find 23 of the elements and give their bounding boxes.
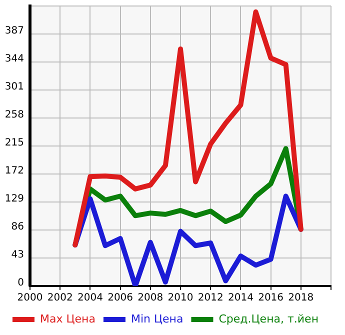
- x-tick-label: 2016: [258, 292, 284, 304]
- y-tick-label: 301: [4, 82, 24, 93]
- legend-label: Сред.Цена, т.йен: [218, 312, 319, 326]
- y-tick-label: 43: [11, 250, 24, 261]
- x-tick-label: 2012: [198, 292, 224, 304]
- legend-label: Max Цена: [40, 312, 96, 326]
- y-tick-label: 172: [4, 166, 24, 177]
- x-tick-label: 2018: [288, 292, 314, 304]
- y-tick-label: 344: [4, 54, 24, 65]
- x-tick-label: 2006: [108, 292, 134, 304]
- x-tick-label: 2014: [228, 292, 254, 304]
- x-tick-label: 2000: [17, 292, 43, 304]
- y-tick-label: 387: [4, 26, 24, 37]
- x-tick-label: 2010: [168, 292, 194, 304]
- x-tick-label: 2002: [47, 292, 73, 304]
- x-tick-label: 2004: [77, 292, 103, 304]
- x-tick-label: 2008: [138, 292, 164, 304]
- y-tick-label: 129: [4, 194, 24, 205]
- y-tick-label: 0: [18, 278, 24, 289]
- y-tick-label: 258: [4, 110, 24, 121]
- y-tick-label: 86: [11, 222, 24, 233]
- y-tick-label: 215: [4, 138, 24, 149]
- legend-label: Min Цена: [130, 312, 184, 326]
